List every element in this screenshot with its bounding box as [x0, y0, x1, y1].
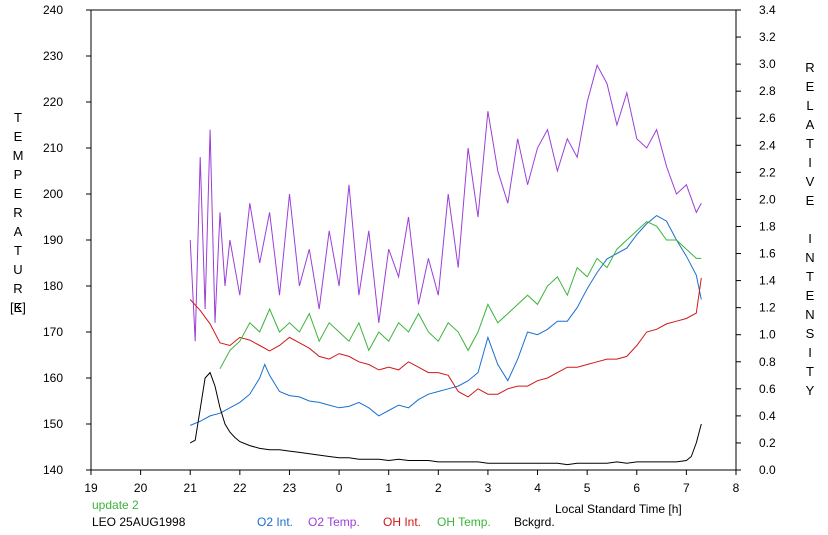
x-tick-label: 6: [633, 481, 640, 495]
y-right-tick-label: 3.0: [759, 57, 776, 71]
y-left-tick-label: 140: [43, 463, 63, 477]
series-line-oh-int: [189, 277, 702, 398]
x-tick-label: 8: [733, 481, 740, 495]
y-right-tick-label: 1.0: [759, 328, 776, 342]
y-axis-left: 140 150 160 170 180 190 200 210 220 230 240: [43, 3, 91, 477]
x-tick-label: 2: [435, 481, 442, 495]
y-left-tick-label: 170: [43, 325, 63, 339]
legend-background: Bckgrd.: [514, 515, 555, 529]
y-right-tick-label: 1.8: [759, 219, 776, 233]
legend-o2-temp: O2 Temp.: [308, 515, 360, 529]
y-right-tick-label: 1.2: [759, 301, 776, 315]
y-left-tick-label: 240: [43, 3, 63, 17]
y-left-tick-label: 190: [43, 233, 63, 247]
legend-o2-int: O2 Int.: [257, 515, 294, 529]
y-left-tick-label: 200: [43, 187, 63, 201]
x-tick-label: 1: [385, 481, 392, 495]
y-left-tick-label: 160: [43, 371, 63, 385]
series-layer: [189, 63, 702, 466]
x-axis-title: Local Standard Time [h]: [555, 502, 682, 516]
series-line-o2-int: [190, 214, 702, 426]
x-axis: 19 20 21 22 23 0 1 2 3 4 5 6 7 8: [84, 470, 740, 495]
x-tick-label: 7: [683, 481, 690, 495]
legend-oh-temp: OH Temp.: [437, 515, 491, 529]
x-tick-label: 20: [134, 481, 148, 495]
y-left-tick-label: 230: [43, 49, 63, 63]
x-tick-label: 4: [534, 481, 541, 495]
y-left-tick-label: 220: [43, 95, 63, 109]
y-axis-right: 0.0 0.2 0.4 0.6 0.8 1.0 1.2 1.4 1.6 1.8 2.0 2.2 2.4 2…: [736, 3, 776, 477]
x-tick-label: 5: [584, 481, 591, 495]
plot-frame: [90, 9, 737, 471]
y-right-tick-label: 0.2: [759, 436, 776, 450]
y-right-tick-label: 2.2: [759, 165, 776, 179]
y-right-tick-label: 1.6: [759, 247, 776, 261]
y-left-tick-label: 210: [43, 141, 63, 155]
station-date-label: LEO 25AUG1998: [92, 515, 186, 529]
x-tick-label: 22: [233, 481, 247, 495]
series-line-oh-temp: [219, 221, 702, 370]
y-right-tick-label: 2.8: [759, 84, 776, 98]
series-line-o2-temp: [189, 63, 702, 342]
y-right-tick-label: 2.6: [759, 111, 776, 125]
x-tick-label: 0: [336, 481, 343, 495]
y-right-tick-label: 0.8: [759, 355, 776, 369]
x-tick-label: 23: [283, 481, 297, 495]
y-right-tick-label: 3.4: [759, 3, 776, 17]
y-right-tick-label: 0.4: [759, 409, 776, 423]
y-right-tick-label: 1.4: [759, 274, 776, 288]
y-right-tick-label: 2.0: [759, 192, 776, 206]
x-tick-label: 19: [84, 481, 98, 495]
x-tick-label: 21: [184, 481, 198, 495]
x-tick-label: 3: [485, 481, 492, 495]
y-axis-left-unit: [K]: [10, 300, 26, 315]
y-right-tick-label: 2.4: [759, 138, 776, 152]
series-line-bckgrd: [189, 371, 702, 466]
update-note: update 2: [92, 498, 139, 512]
y-left-tick-label: 150: [43, 417, 63, 431]
y-right-tick-label: 3.2: [759, 30, 776, 44]
y-right-tick-label: 0.0: [759, 463, 776, 477]
y-left-tick-label: 180: [43, 279, 63, 293]
y-right-tick-label: 0.6: [759, 382, 776, 396]
legend-oh-int: OH Int.: [383, 515, 422, 529]
